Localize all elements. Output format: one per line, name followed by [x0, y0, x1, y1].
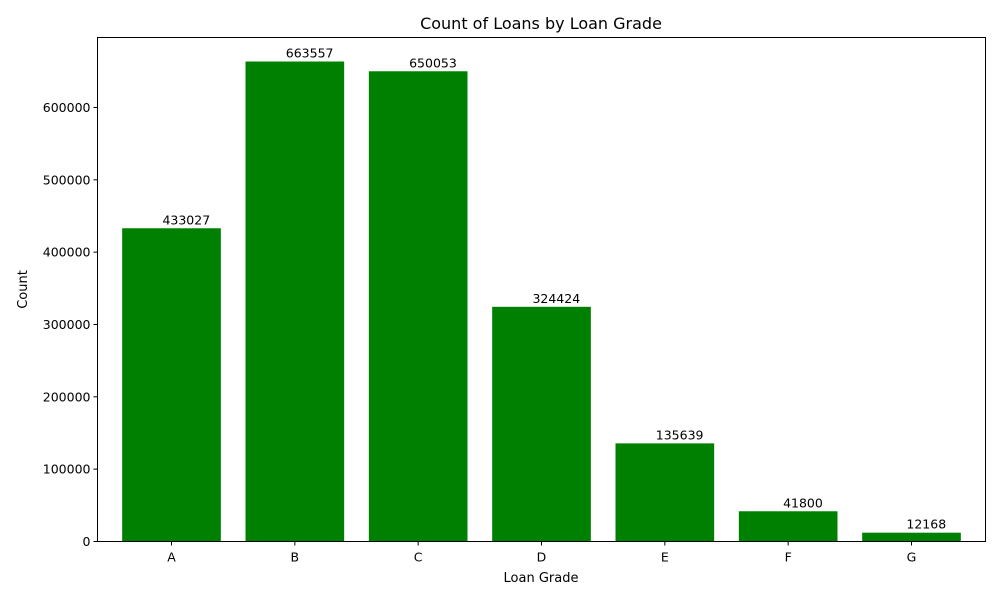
y-tick-label: 500000: [43, 172, 91, 187]
bar-b: [245, 61, 345, 542]
data-label-a: 433027: [162, 212, 210, 227]
y-tick-label: 300000: [43, 317, 91, 332]
y-tick-label: 400000: [43, 245, 91, 260]
bar-e: [615, 443, 715, 542]
data-label-b: 663557: [286, 46, 334, 61]
y-tick-label: 100000: [43, 462, 91, 477]
x-tick-label-g: G: [907, 550, 917, 565]
bar-f: [738, 511, 838, 542]
bar-c: [368, 71, 468, 542]
x-tick-label-f: F: [785, 550, 792, 565]
x-axis-label: Loan Grade: [504, 571, 579, 586]
plot-frame: [97, 37, 986, 542]
chart-title: Count of Loans by Loan Grade: [420, 14, 662, 33]
x-tick-label-b: B: [291, 550, 300, 565]
data-label-d: 324424: [532, 291, 580, 306]
x-tick-label-e: E: [661, 550, 669, 565]
data-label-c: 650053: [409, 55, 457, 70]
y-axis-label: Count: [16, 270, 31, 309]
y-tick-label: 0: [83, 534, 91, 549]
bar-series: [122, 61, 961, 542]
x-tick-label-a: A: [167, 550, 176, 565]
bar-a: [122, 228, 221, 542]
x-tick-label-d: D: [537, 550, 547, 565]
bar-g: [862, 532, 961, 542]
x-tick-label-c: C: [414, 550, 423, 565]
data-labels: 433027 663557 650053 324424 135639 41800 12168: [162, 46, 946, 532]
x-axis-ticks: A B C D E F G: [167, 541, 917, 565]
data-label-e: 135639: [656, 427, 704, 442]
y-tick-label: 600000: [43, 100, 91, 115]
data-label-f: 41800: [783, 495, 823, 510]
y-tick-label: 200000: [43, 389, 91, 404]
bar-d: [492, 306, 591, 542]
data-label-g: 12168: [906, 517, 946, 532]
y-axis-ticks: 0 100000 200000 300000 400000 500000 600000: [43, 100, 98, 549]
